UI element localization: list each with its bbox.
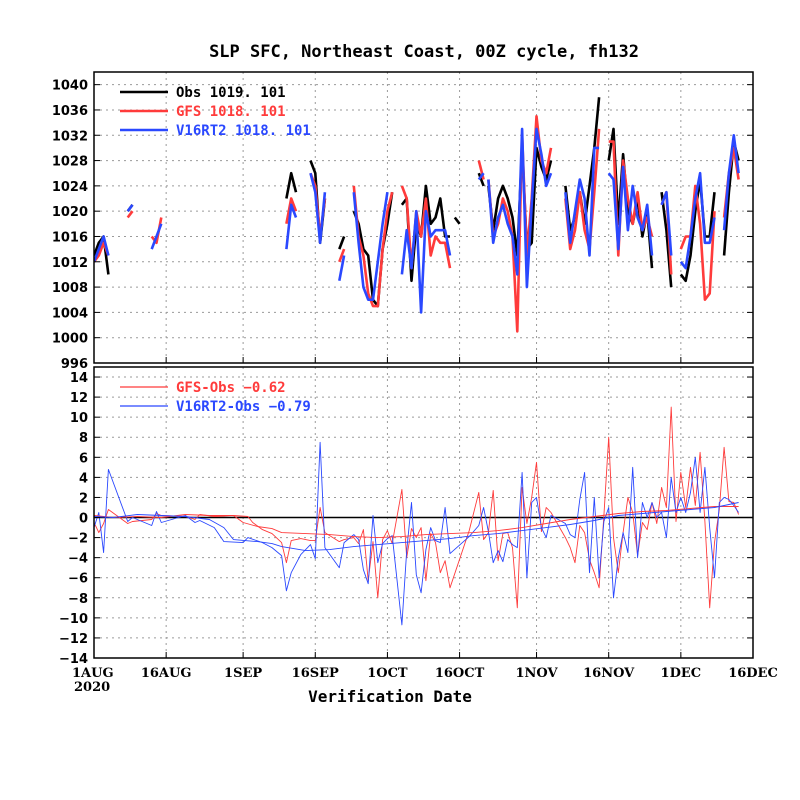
legend-entry: V16RT2-Obs −0.79 bbox=[176, 399, 311, 415]
y-tick-label: 6 bbox=[79, 451, 88, 466]
y-tick-label: 12 bbox=[70, 391, 88, 406]
x-axis-label: Verification Date bbox=[308, 687, 472, 706]
y-tick-label: 4 bbox=[79, 471, 88, 486]
series-line bbox=[126, 204, 134, 212]
series-line bbox=[126, 210, 134, 219]
y-tick-label: 1036 bbox=[52, 104, 88, 119]
x-tick-label: 1OCT bbox=[367, 666, 408, 681]
series-line bbox=[400, 185, 452, 270]
series-line bbox=[150, 223, 163, 250]
y-tick-label: −4 bbox=[68, 552, 88, 567]
y-tick-label: −6 bbox=[68, 572, 88, 587]
y-tick-label: 1008 bbox=[52, 281, 88, 296]
y-tick-label: 996 bbox=[61, 357, 88, 372]
legend-entry: Obs 1019. 101 bbox=[176, 85, 286, 101]
series-line bbox=[94, 506, 739, 539]
series-gfs-obs-running-mean bbox=[94, 506, 739, 539]
series-line bbox=[285, 171, 298, 199]
legend-entry: GFS-Obs −0.62 bbox=[176, 380, 286, 396]
series-v16rt2-obs bbox=[94, 441, 739, 626]
x-tick-label: 1NOV bbox=[515, 666, 558, 681]
y-tick-label: 1000 bbox=[52, 332, 88, 347]
y-tick-label: 0 bbox=[79, 512, 88, 527]
series-line bbox=[477, 172, 485, 187]
series-line bbox=[309, 172, 327, 245]
x-tick-label: 1AUG bbox=[72, 666, 114, 681]
y-tick-label: −10 bbox=[59, 612, 88, 627]
series-line bbox=[722, 134, 740, 231]
series-gfs-obs bbox=[94, 406, 740, 609]
series-v16rt2-obs-running-mean bbox=[94, 502, 739, 552]
x-tick-label: 16AUG bbox=[141, 666, 192, 681]
y-tick-label: 14 bbox=[70, 371, 88, 386]
series-line bbox=[400, 209, 452, 314]
series-line bbox=[94, 406, 740, 609]
y-tick-label: 1028 bbox=[52, 155, 88, 170]
series-line bbox=[338, 236, 346, 250]
y-tick-label: 10 bbox=[70, 411, 88, 426]
series-line bbox=[94, 502, 739, 552]
x-tick-label: 16DEC bbox=[728, 666, 778, 681]
series-line bbox=[94, 441, 739, 626]
y-tick-label: 1004 bbox=[52, 306, 88, 321]
x-tick-label: 16SEP bbox=[292, 666, 339, 681]
series-line bbox=[285, 203, 298, 250]
series-line bbox=[338, 255, 346, 282]
series-line bbox=[564, 146, 600, 257]
x-tick-label: 16OCT bbox=[435, 666, 485, 681]
series-line bbox=[660, 190, 673, 256]
y-tick-label: −8 bbox=[68, 592, 88, 607]
y-tick-label: 1020 bbox=[52, 205, 88, 220]
y-tick-label: 1032 bbox=[52, 129, 88, 144]
series-line bbox=[477, 172, 485, 181]
x-tick-label: 1SEP bbox=[224, 666, 262, 681]
series-v16rt2 bbox=[94, 127, 740, 314]
y-tick-label: 1012 bbox=[52, 256, 88, 271]
plot-frame bbox=[93, 366, 754, 659]
y-tick-label: −2 bbox=[68, 532, 88, 547]
x-tick-label: 16NOV bbox=[583, 666, 635, 681]
series-line bbox=[285, 197, 298, 225]
series-line bbox=[679, 184, 716, 301]
x-tick-label: 1DEC bbox=[661, 666, 702, 681]
series-line bbox=[352, 185, 394, 308]
series-line bbox=[564, 128, 601, 251]
x-axis-year-label: 2020 bbox=[74, 680, 110, 695]
series-line bbox=[487, 127, 553, 289]
series-line bbox=[607, 165, 654, 256]
series-line bbox=[352, 192, 389, 301]
y-tick-label: 8 bbox=[79, 431, 88, 446]
legend-entry: GFS 1018. 101 bbox=[176, 104, 286, 120]
y-tick-label: 1024 bbox=[52, 180, 88, 195]
series-line bbox=[453, 216, 461, 225]
legend-entry: V16RT2 1018. 101 bbox=[176, 123, 311, 139]
chart-title: SLP SFC, Northeast Coast, 00Z cycle, fh1… bbox=[209, 42, 639, 62]
y-tick-label: −12 bbox=[59, 632, 88, 647]
y-tick-label: 1016 bbox=[52, 230, 88, 245]
series-line bbox=[94, 235, 110, 263]
y-tick-label: −14 bbox=[59, 652, 88, 667]
plot-frame bbox=[93, 71, 754, 364]
series-line bbox=[338, 248, 346, 263]
series-line bbox=[679, 171, 716, 270]
y-tick-label: 2 bbox=[79, 491, 88, 506]
y-tick-label: 1040 bbox=[52, 79, 88, 94]
